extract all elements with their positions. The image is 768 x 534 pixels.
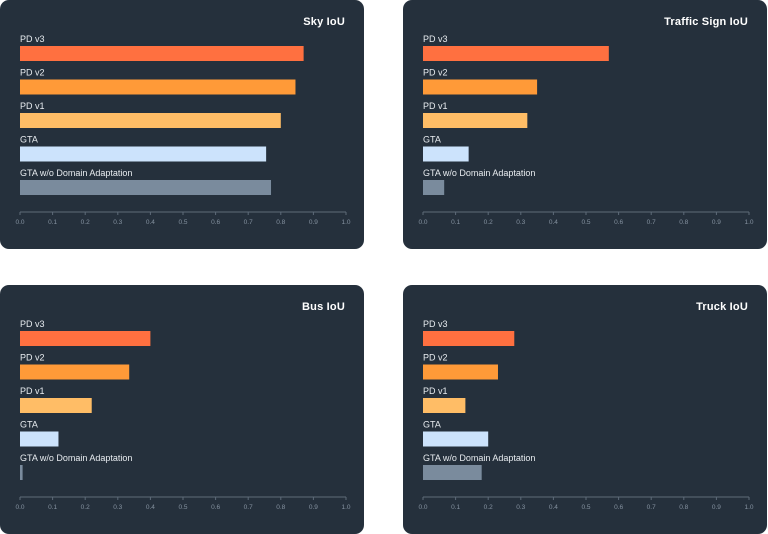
bar: [20, 364, 130, 380]
x-tick-label: 0.3: [113, 504, 122, 511]
x-tick-label: 1.0: [341, 504, 350, 511]
bar: [20, 146, 267, 162]
x-tick-label: 0.8: [679, 219, 688, 226]
category-label: PD v1: [20, 101, 45, 111]
category-label: PD v1: [423, 101, 448, 111]
x-tick-label: 0.2: [81, 219, 90, 226]
chart-title: Truck IoU: [696, 301, 748, 313]
bar-chart-bus: PD v3 PD v2 PD v1 GTA GTA w/o Domain Adaptat…: [15, 319, 350, 511]
x-tick-label: 0.6: [211, 219, 220, 226]
x-tick-label: 0.7: [244, 504, 253, 511]
x-tick-label: 0.5: [581, 504, 590, 511]
bar-chart-sky: PD v3 PD v2 PD v1 GTA GTA w/o Domain Adaptat…: [15, 34, 350, 226]
category-label: GTA w/o Domain Adaptation: [20, 453, 132, 463]
x-tick-label: 0.8: [276, 504, 285, 511]
category-label: PD v3: [423, 34, 448, 44]
x-tick-label: 0.1: [48, 504, 57, 511]
x-tick-label: 0.6: [614, 219, 623, 226]
x-tick-label: 1.0: [341, 219, 350, 226]
category-label: GTA: [423, 135, 441, 145]
bar-chart-truck: PD v3 PD v2 PD v1 GTA GTA w/o Domain Adaptat…: [418, 319, 753, 511]
bar: [423, 180, 445, 195]
category-label: PD v1: [423, 386, 448, 396]
x-tick-label: 0.6: [614, 504, 623, 511]
x-tick-label: 0.3: [516, 504, 525, 511]
category-label: PD v3: [20, 319, 45, 329]
x-tick-label: 0.4: [146, 504, 155, 511]
bar: [423, 331, 515, 346]
chart-panel-traffic-sign: Traffic Sign IoU PD v3 PD v2 PD v1 GTA GTA w…: [403, 0, 767, 249]
x-tick-label: 0.4: [549, 219, 558, 226]
x-tick-label: 0.0: [418, 504, 427, 511]
x-tick-label: 0.1: [451, 219, 460, 226]
bar: [423, 46, 609, 61]
x-tick-label: 0.9: [309, 504, 318, 511]
x-tick-label: 0.6: [211, 504, 220, 511]
chart-title: Traffic Sign IoU: [664, 16, 748, 28]
category-label: GTA: [423, 420, 441, 430]
x-tick-label: 1.0: [744, 219, 753, 226]
x-tick-label: 0.9: [712, 504, 721, 511]
bar: [20, 465, 23, 480]
category-label: GTA w/o Domain Adaptation: [423, 453, 535, 463]
bar: [423, 364, 498, 380]
category-label: PD v2: [423, 353, 448, 363]
x-tick-label: 0.3: [516, 219, 525, 226]
chart-title: Bus IoU: [302, 301, 345, 313]
bar: [423, 113, 528, 128]
category-label: PD v2: [20, 353, 45, 363]
x-tick-label: 0.0: [15, 219, 24, 226]
bar-chart-traffic-sign: PD v3 PD v2 PD v1 GTA GTA w/o Domain Adaptat…: [418, 34, 753, 226]
x-tick-label: 1.0: [744, 504, 753, 511]
x-tick-label: 0.2: [81, 504, 90, 511]
x-tick-label: 0.0: [15, 504, 24, 511]
x-tick-label: 0.2: [484, 219, 493, 226]
bar: [20, 398, 92, 413]
category-label: GTA w/o Domain Adaptation: [423, 168, 535, 178]
category-label: PD v1: [20, 386, 45, 396]
bar: [20, 113, 281, 128]
bar: [20, 431, 59, 447]
bar: [423, 146, 469, 162]
x-tick-label: 0.4: [549, 504, 558, 511]
x-tick-label: 0.1: [451, 504, 460, 511]
bar: [423, 465, 482, 480]
bar: [20, 180, 272, 195]
chart-panel-truck: Truck IoU PD v3 PD v2 PD v1 GTA GTA w/o Doma…: [403, 285, 767, 534]
bar: [423, 79, 538, 95]
bar: [423, 431, 489, 447]
x-tick-label: 0.2: [484, 504, 493, 511]
x-tick-label: 0.8: [679, 504, 688, 511]
category-label: GTA: [20, 420, 38, 430]
x-tick-label: 0.5: [178, 219, 187, 226]
x-tick-label: 0.8: [276, 219, 285, 226]
x-tick-label: 0.5: [178, 504, 187, 511]
x-tick-label: 0.1: [48, 219, 57, 226]
category-label: PD v3: [423, 319, 448, 329]
category-label: PD v2: [20, 68, 45, 78]
x-tick-label: 0.5: [581, 219, 590, 226]
category-label: GTA w/o Domain Adaptation: [20, 168, 132, 178]
category-label: PD v3: [20, 34, 45, 44]
x-tick-label: 0.7: [647, 504, 656, 511]
x-tick-label: 0.0: [418, 219, 427, 226]
x-tick-label: 0.7: [244, 219, 253, 226]
x-tick-label: 0.4: [146, 219, 155, 226]
bar: [423, 398, 466, 413]
x-tick-label: 0.9: [309, 219, 318, 226]
x-tick-label: 0.7: [647, 219, 656, 226]
chart-panel-bus: Bus IoU PD v3 PD v2 PD v1 GTA GTA w/o Domain…: [0, 285, 364, 534]
category-label: PD v2: [423, 68, 448, 78]
bar: [20, 46, 304, 61]
x-tick-label: 0.3: [113, 219, 122, 226]
bar: [20, 79, 296, 95]
category-label: GTA: [20, 135, 38, 145]
x-tick-label: 0.9: [712, 219, 721, 226]
chart-panel-sky: Sky IoU PD v3 PD v2 PD v1 GTA GTA w/o Domain…: [0, 0, 364, 249]
chart-title: Sky IoU: [303, 16, 345, 28]
bar: [20, 331, 151, 346]
